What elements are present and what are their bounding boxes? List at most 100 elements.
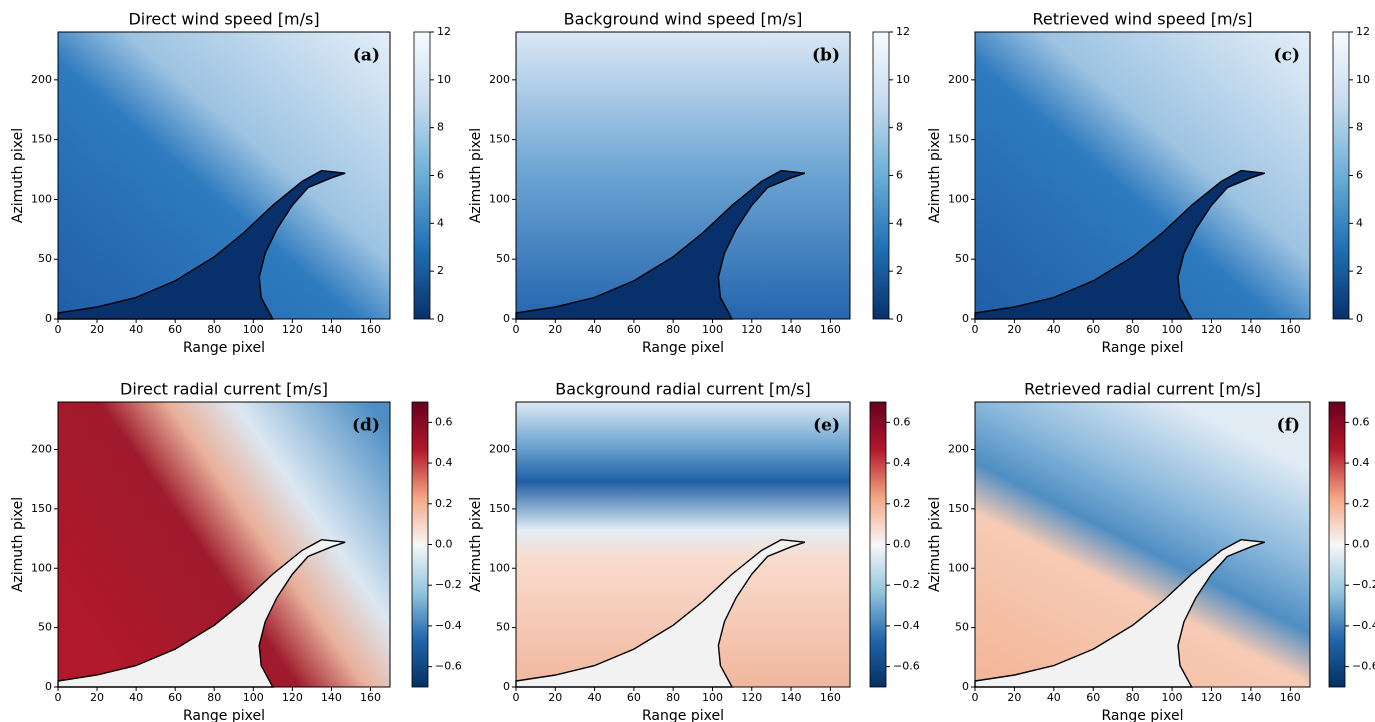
colorbar-tick-label: −0.4 bbox=[435, 619, 462, 632]
y-tick-label: 200 bbox=[489, 443, 510, 456]
y-axis-label: Azimuth pixel bbox=[10, 497, 26, 592]
y-tick-label: 200 bbox=[489, 73, 510, 86]
x-tick-label: 60 bbox=[1086, 323, 1100, 336]
chart-title: Background wind speed [m/s] bbox=[564, 10, 803, 29]
colorbar-tick-label: 6 bbox=[437, 169, 444, 182]
x-tick-label: 80 bbox=[207, 691, 221, 704]
colorbar-tick-label: 4 bbox=[437, 216, 444, 229]
colorbar-tick-label: 10 bbox=[437, 73, 451, 86]
colorbar-tick-label: 0.0 bbox=[893, 538, 911, 551]
y-tick-label: 50 bbox=[38, 252, 52, 265]
colorbar-tick-label: −0.2 bbox=[1352, 578, 1375, 591]
colorbar-tick-label: 0.6 bbox=[1352, 415, 1370, 428]
y-tick-label: 200 bbox=[31, 73, 52, 86]
y-tick-label: 0 bbox=[503, 312, 510, 325]
x-tick-label: 140 bbox=[1240, 323, 1261, 336]
y-tick-label: 150 bbox=[948, 502, 969, 515]
x-tick-label: 20 bbox=[90, 691, 104, 704]
colorbar-tick-label: 10 bbox=[896, 73, 910, 86]
x-tick-label: 160 bbox=[820, 691, 841, 704]
y-tick-label: 150 bbox=[948, 133, 969, 146]
x-tick-label: 160 bbox=[360, 323, 381, 336]
panel-label: (d) bbox=[352, 416, 380, 436]
colorbar-tick-label: 0.6 bbox=[893, 415, 911, 428]
colorbar-tick-label: 0.4 bbox=[435, 456, 453, 469]
x-tick-label: 40 bbox=[129, 323, 143, 336]
panel-label: (a) bbox=[353, 46, 380, 66]
x-tick-label: 20 bbox=[1007, 323, 1021, 336]
y-tick-label: 50 bbox=[955, 621, 969, 634]
x-tick-label: 140 bbox=[321, 323, 342, 336]
colorbar-tick-label: 0.2 bbox=[1352, 497, 1370, 510]
colorbar-tick-label: −0.2 bbox=[893, 578, 920, 591]
y-axis-label: Azimuth pixel bbox=[927, 128, 943, 223]
x-tick-label: 80 bbox=[1126, 323, 1140, 336]
x-tick-label: 160 bbox=[360, 691, 381, 704]
y-tick-label: 0 bbox=[45, 312, 52, 325]
x-tick-label: 20 bbox=[90, 323, 104, 336]
colorbar-tick-label: 2 bbox=[1356, 264, 1363, 277]
x-tick-label: 80 bbox=[666, 323, 680, 336]
x-tick-label: 140 bbox=[1240, 691, 1261, 704]
y-tick-label: 200 bbox=[948, 73, 969, 86]
x-tick-label: 120 bbox=[282, 691, 303, 704]
x-tick-label: 100 bbox=[702, 323, 723, 336]
colorbar bbox=[411, 401, 429, 688]
colorbar-tick-label: 0.0 bbox=[435, 538, 453, 551]
x-tick-label: 100 bbox=[243, 691, 264, 704]
colorbar-tick-label: −0.2 bbox=[435, 578, 462, 591]
x-tick-label: 140 bbox=[781, 323, 802, 336]
x-tick-label: 100 bbox=[243, 323, 264, 336]
x-axis-label: Range pixel bbox=[1102, 340, 1184, 356]
colorbar-tick-label: −0.6 bbox=[435, 660, 462, 673]
x-tick-label: 140 bbox=[781, 691, 802, 704]
colorbar-tick-label: 0 bbox=[437, 312, 444, 325]
land-mask bbox=[974, 538, 1266, 688]
chart-title: Direct radial current [m/s] bbox=[120, 380, 328, 399]
y-tick-label: 50 bbox=[38, 621, 52, 634]
land-mask bbox=[57, 169, 346, 320]
colorbar-tick-label: 12 bbox=[437, 25, 451, 38]
colorbar-tick-label: 8 bbox=[896, 121, 903, 134]
colorbar bbox=[1332, 31, 1350, 320]
x-tick-label: 120 bbox=[1201, 691, 1222, 704]
colorbar-tick-label: 0.4 bbox=[893, 456, 911, 469]
x-tick-label: 80 bbox=[207, 323, 221, 336]
chart-title: Direct wind speed [m/s] bbox=[128, 10, 319, 29]
colorbar-tick-label: 12 bbox=[1356, 25, 1370, 38]
x-tick-label: 0 bbox=[513, 691, 520, 704]
x-tick-label: 40 bbox=[1047, 691, 1061, 704]
x-tick-label: 160 bbox=[820, 323, 841, 336]
axes-frame bbox=[515, 31, 851, 320]
land-mask bbox=[57, 538, 346, 688]
y-tick-label: 0 bbox=[45, 680, 52, 693]
colorbar-tick-label: 2 bbox=[896, 264, 903, 277]
x-tick-label: 100 bbox=[1162, 323, 1183, 336]
colorbar bbox=[872, 31, 890, 320]
y-tick-label: 100 bbox=[948, 192, 969, 205]
y-tick-label: 0 bbox=[962, 680, 969, 693]
chart-title: Background radial current [m/s] bbox=[555, 380, 810, 399]
x-tick-label: 60 bbox=[627, 691, 641, 704]
colorbar-tick-label: −0.6 bbox=[893, 660, 920, 673]
x-tick-label: 160 bbox=[1280, 691, 1301, 704]
axes-frame bbox=[974, 401, 1311, 688]
colorbar bbox=[413, 31, 431, 320]
colorbar bbox=[1328, 401, 1346, 688]
colorbar-tick-label: 8 bbox=[1356, 121, 1363, 134]
colorbar-tick-label: 0.0 bbox=[1352, 538, 1370, 551]
x-tick-label: 20 bbox=[548, 323, 562, 336]
axes-frame bbox=[974, 31, 1311, 320]
x-axis-label: Range pixel bbox=[183, 340, 265, 356]
x-tick-label: 60 bbox=[168, 691, 182, 704]
x-tick-label: 0 bbox=[55, 691, 62, 704]
axes-frame bbox=[57, 401, 391, 688]
y-tick-label: 50 bbox=[496, 252, 510, 265]
y-tick-label: 150 bbox=[31, 133, 52, 146]
colorbar-tick-label: 4 bbox=[896, 216, 903, 229]
x-tick-label: 100 bbox=[702, 691, 723, 704]
x-axis-label: Range pixel bbox=[1102, 708, 1184, 722]
x-tick-label: 120 bbox=[1201, 323, 1222, 336]
